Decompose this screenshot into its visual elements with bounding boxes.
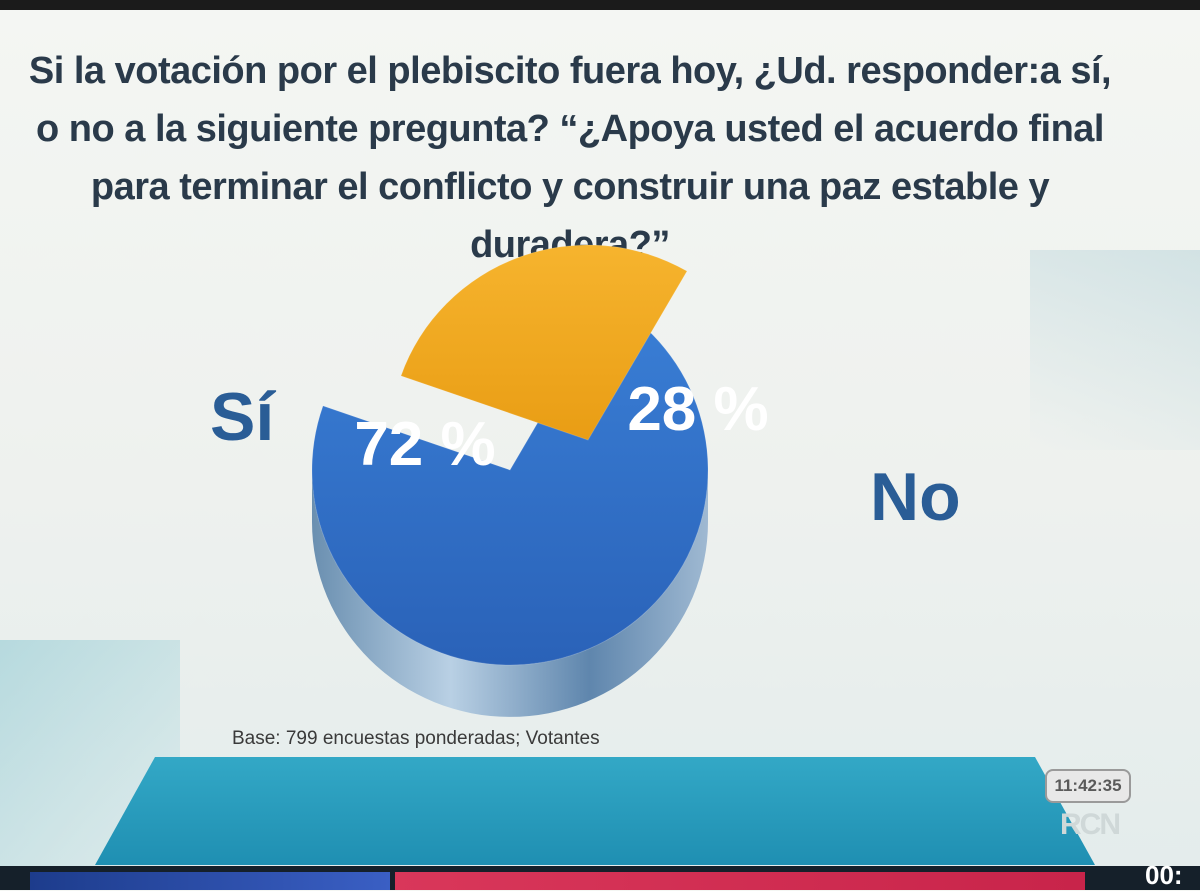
- channel-logo: RCN: [1060, 808, 1121, 841]
- footer-band: [95, 757, 1095, 865]
- pie-value-label-si: 72 %: [354, 410, 495, 479]
- base-note: Base: 799 encuestas ponderadas; Votantes: [232, 728, 600, 749]
- pie-category-label-no: No: [870, 459, 961, 535]
- ticker-blue-bar: [30, 872, 390, 890]
- pie-slice-side-si: [312, 470, 708, 717]
- question-line-2: o no a la siguiente pregunta? “¿Apoya us…: [36, 108, 1104, 150]
- background-decoration-right: [1030, 250, 1200, 450]
- ticker-red-bar: [395, 872, 1085, 890]
- pie-slice-no: [400, 244, 688, 441]
- screen-top-bezel: [0, 0, 1200, 10]
- question-line-1: Si la votación por el plebiscito fuera h…: [28, 50, 1112, 92]
- pie-value-label-no: 28 %: [627, 375, 768, 444]
- corner-counter: 00:: [1145, 860, 1183, 890]
- chart-question-title: Si la votación por el plebiscito fuera h…: [20, 42, 1120, 274]
- pie-category-label-si: Sí: [210, 379, 276, 455]
- broadcast-clock: 11:42:35: [1045, 769, 1131, 803]
